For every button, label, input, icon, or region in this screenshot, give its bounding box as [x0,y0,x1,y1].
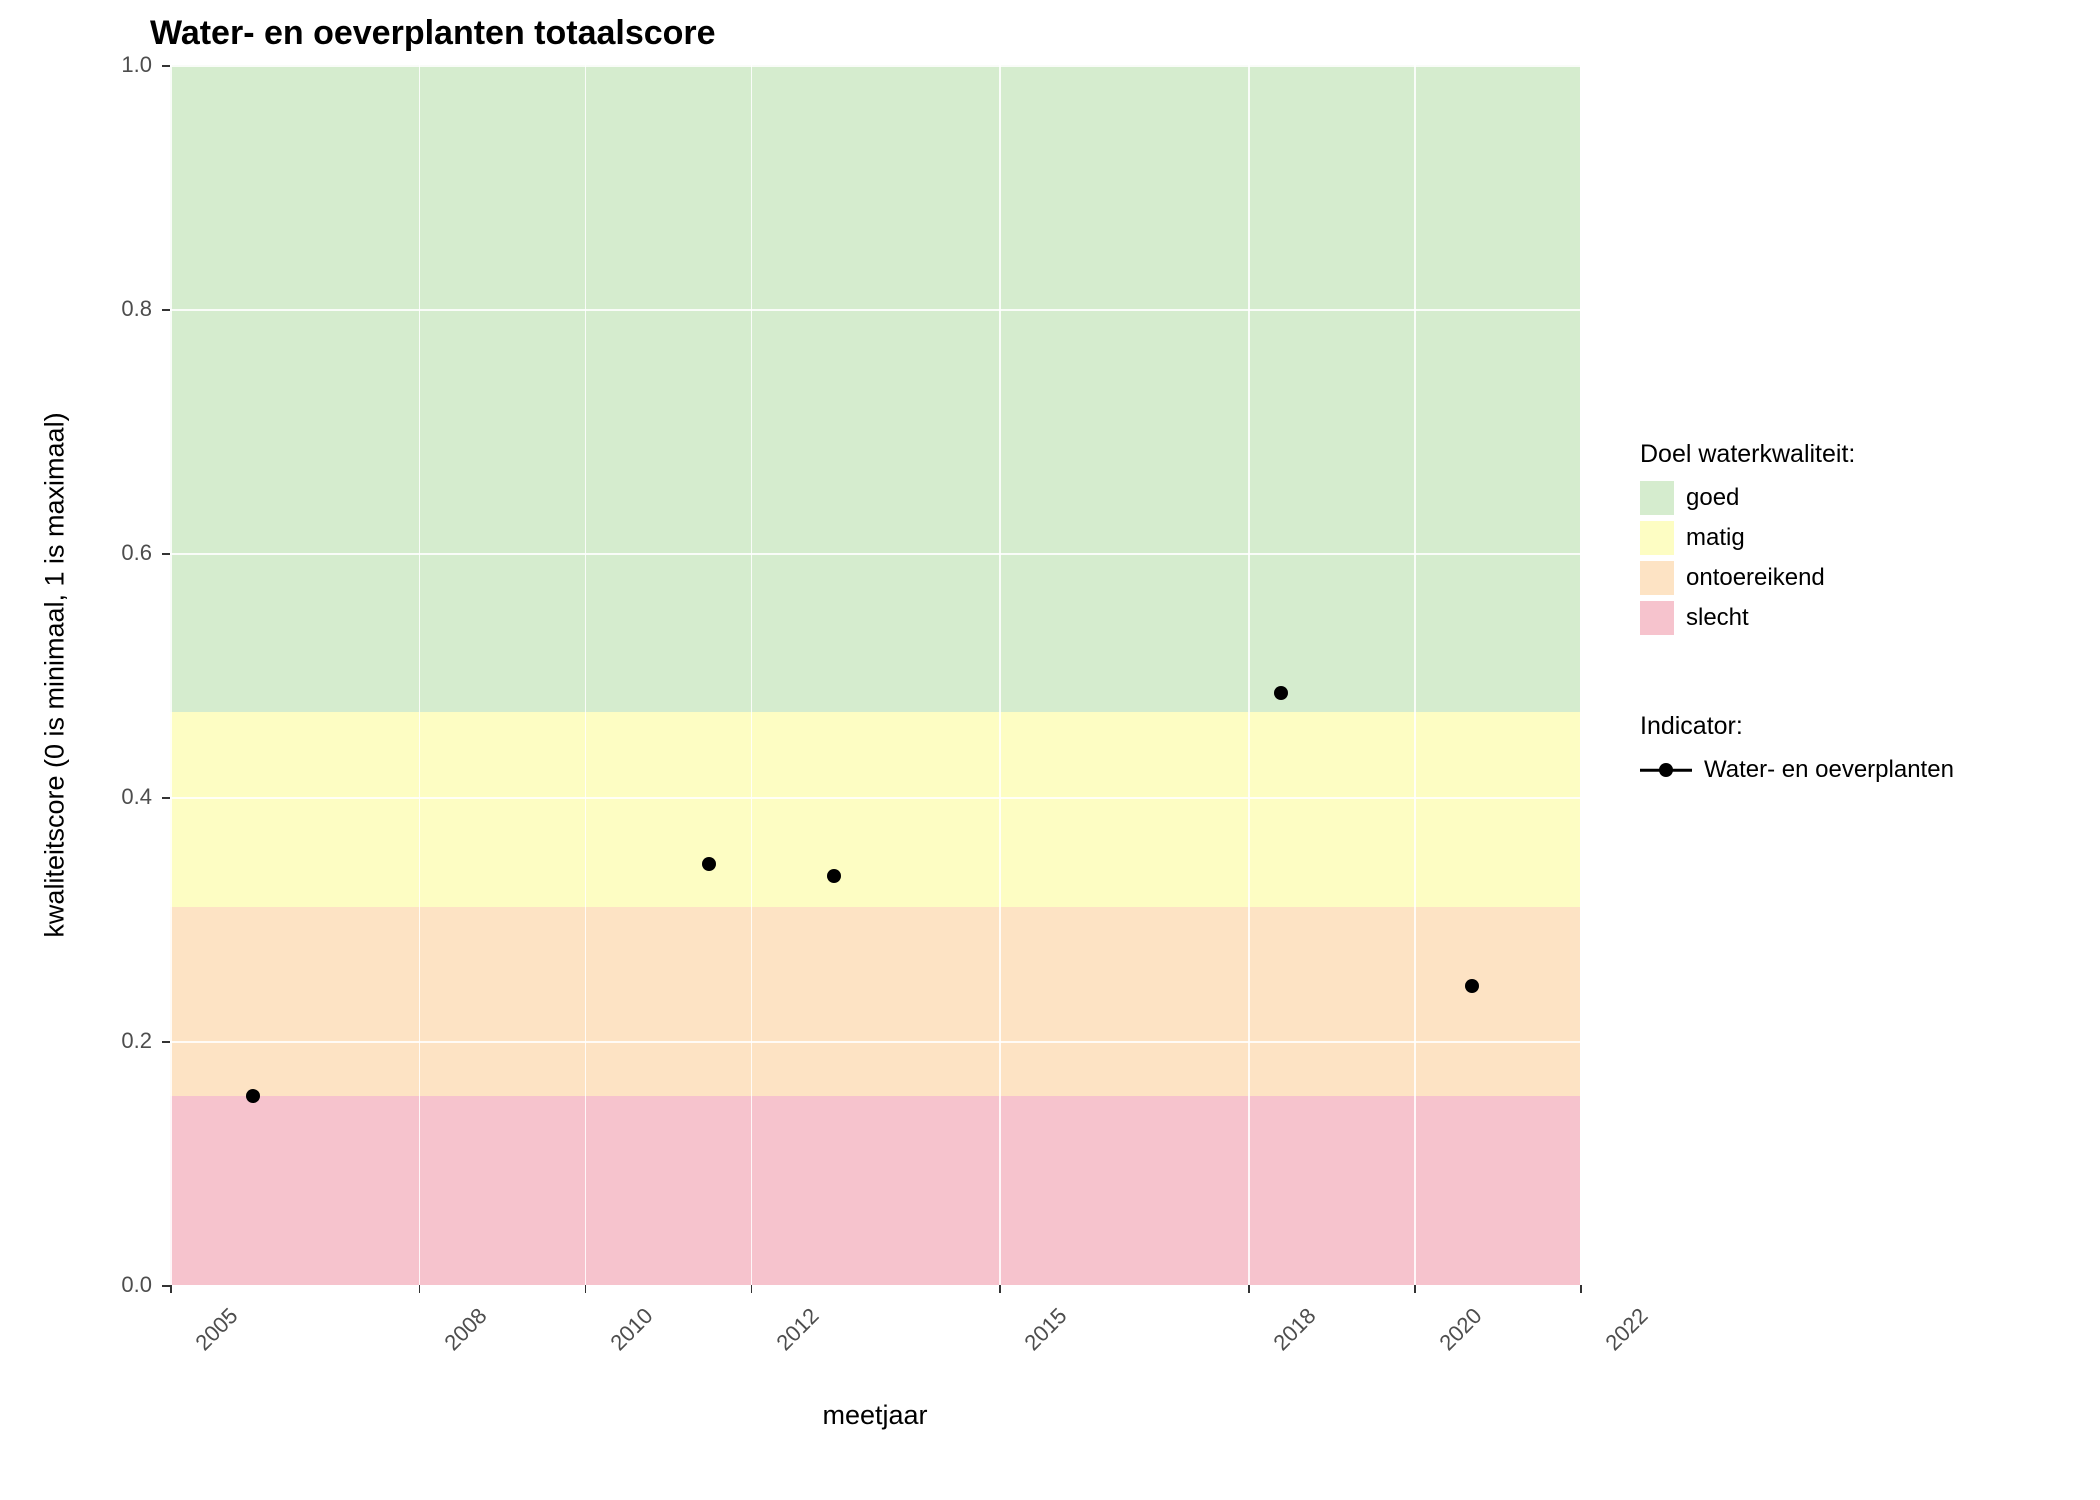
y-tick-mark [162,65,170,67]
y-tick-label: 0.6 [112,540,152,566]
gridline-h [170,1041,1580,1043]
x-tick-mark [1248,1285,1250,1293]
x-tick-label: 2010 [605,1303,658,1356]
gridline-v [170,65,172,1285]
gridline-h [170,797,1580,799]
x-tick-mark [1414,1285,1416,1293]
y-tick-label: 0.8 [112,296,152,322]
y-tick-label: 0.0 [112,1272,152,1298]
legend-swatch [1640,521,1674,555]
y-tick-mark [162,309,170,311]
quality-band-matig [170,712,1580,907]
legend-item-series: Water- en oeverplanten [1640,753,1954,787]
x-tick-mark [585,1285,587,1293]
legend-item-slecht: slecht [1640,601,1954,635]
legend-label: goed [1686,484,1739,512]
y-axis-title: kwaliteitscore (0 is minimaal, 1 is maxi… [40,412,71,937]
gridline-v [1414,65,1416,1285]
data-point [1274,686,1288,700]
y-tick-mark [162,553,170,555]
quality-band-slecht [170,1096,1580,1285]
y-tick-mark [162,797,170,799]
data-point [827,869,841,883]
gridline-h [170,1285,1580,1287]
legend-label: slecht [1686,604,1749,632]
legend-label: matig [1686,524,1745,552]
gridline-h [170,553,1580,555]
x-tick-label: 2012 [771,1303,824,1356]
gridline-v [1580,65,1582,1285]
legend-item-goed: goed [1640,481,1954,515]
gridline-h [170,309,1580,311]
gridline-v [419,65,421,1285]
x-tick-label: 2018 [1269,1303,1322,1356]
x-axis-title: meetjaar [822,1400,927,1431]
x-tick-mark [1580,1285,1582,1293]
legend-title-indicator: Indicator: [1640,712,1954,741]
data-point [702,857,716,871]
chart-title: Water- en oeverplanten totaalscore [150,14,716,53]
chart-container: Water- en oeverplanten totaalscore kwali… [0,0,2100,1500]
x-tick-mark [419,1285,421,1293]
legend: Doel waterkwaliteit: goed matig ontoereike… [1640,440,1954,793]
y-tick-label: 0.4 [112,784,152,810]
gridline-v [999,65,1001,1285]
y-tick-mark [162,1285,170,1287]
legend-swatch [1640,601,1674,635]
x-tick-label: 2008 [439,1303,492,1356]
x-tick-label: 2005 [190,1303,243,1356]
x-tick-label: 2020 [1434,1303,1487,1356]
legend-title-bands: Doel waterkwaliteit: [1640,440,1954,469]
data-point [1465,979,1479,993]
x-tick-label: 2015 [1020,1303,1073,1356]
x-tick-mark [999,1285,1001,1293]
gridline-v [751,65,753,1285]
quality-band-ontoereikend [170,907,1580,1096]
x-tick-mark [170,1285,172,1293]
legend-item-ontoereikend: ontoereikend [1640,561,1954,595]
y-tick-mark [162,1041,170,1043]
legend-swatch [1640,481,1674,515]
gridline-v [585,65,587,1285]
legend-item-matig: matig [1640,521,1954,555]
y-tick-label: 1.0 [112,52,152,78]
x-tick-mark [751,1285,753,1293]
y-tick-label: 0.2 [112,1028,152,1054]
legend-bands-list: goed matig ontoereikend slecht [1640,481,1954,635]
legend-swatch [1640,561,1674,595]
gridline-v [1248,65,1250,1285]
x-tick-label: 2022 [1600,1303,1653,1356]
legend-line-sample [1640,753,1692,787]
data-point [246,1089,260,1103]
quality-band-goed [170,65,1580,712]
legend-series-list: Water- en oeverplanten [1640,753,1954,787]
plot-area [170,65,1580,1285]
gridline-h [170,65,1580,67]
legend-label: Water- en oeverplanten [1704,756,1954,784]
legend-label: ontoereikend [1686,564,1825,592]
